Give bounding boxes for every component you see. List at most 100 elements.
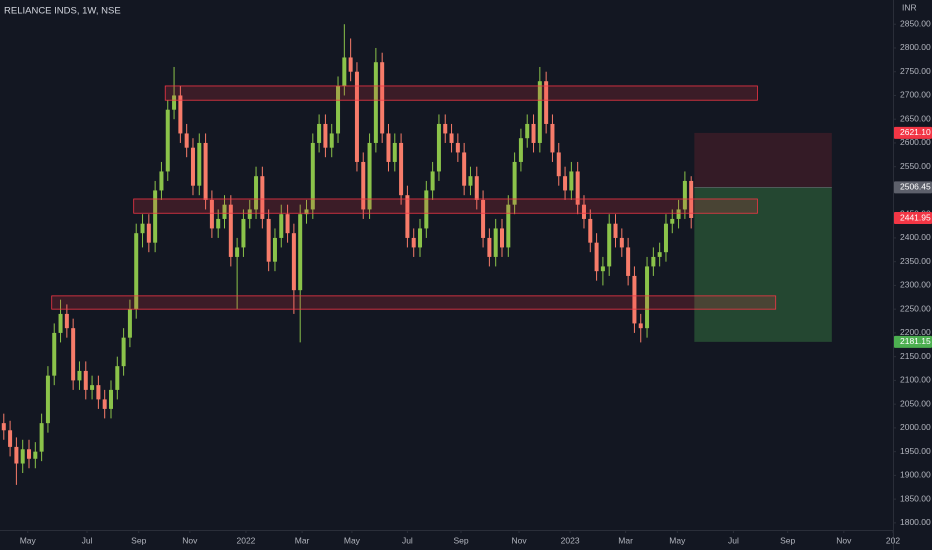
candle-body [563, 176, 568, 191]
candle-body [140, 223, 145, 234]
candle-body [90, 385, 95, 390]
x-tick-label: Mar [618, 535, 633, 545]
candle-body [556, 152, 561, 177]
candle-body [632, 275, 637, 324]
candle-body [285, 214, 290, 234]
candle-body [159, 171, 164, 191]
x-tick-label: 2022 [236, 535, 255, 545]
y-tick-label: 2350.00 [900, 256, 931, 266]
candle-body [71, 328, 76, 381]
candle-body [323, 123, 328, 148]
candle-body [481, 199, 486, 238]
candle-body [102, 399, 107, 409]
candle-body [266, 218, 271, 262]
candle-body [348, 57, 353, 72]
candle-body [39, 423, 44, 452]
candle-body [14, 446, 19, 464]
candle-body [663, 223, 668, 253]
candle-body [405, 195, 410, 238]
candle-body [657, 252, 662, 257]
stop-label: 2621.10 [900, 127, 931, 137]
candle-body [613, 223, 618, 238]
resistance-zone [51, 295, 777, 310]
y-tick-label: 2400.00 [900, 232, 931, 242]
candle-body [399, 142, 404, 196]
candle-body [52, 332, 57, 376]
candle-body [254, 176, 259, 210]
candle-body [336, 85, 341, 134]
candle-body [58, 313, 63, 333]
candle-body [487, 237, 492, 257]
candle-body [83, 370, 88, 390]
candle-body [651, 256, 656, 267]
y-tick-label: 2800.00 [900, 42, 931, 52]
x-tick-label: Nov [836, 535, 852, 545]
candle-body [474, 176, 479, 200]
target-label: 2181.15 [900, 336, 931, 346]
candle-body [569, 171, 574, 191]
y-tick-label: 2850.00 [900, 18, 931, 28]
y-tick-label: 1850.00 [900, 493, 931, 503]
candle-body [462, 152, 467, 186]
candle-body [235, 247, 240, 257]
candle-body [153, 190, 158, 243]
y-tick-label: 2000.00 [900, 422, 931, 432]
y-tick-label: 1800.00 [900, 517, 931, 527]
candle-body [216, 218, 221, 229]
candle-body [298, 214, 303, 291]
candle-body [134, 233, 139, 310]
candle-body [594, 242, 599, 272]
candle-body [260, 176, 265, 219]
candle-body [443, 123, 448, 134]
x-tick-label: Jul [82, 535, 93, 545]
last-price-label: 2441.95 [900, 212, 931, 222]
x-tick-label: Sep [131, 535, 146, 545]
candle-body [127, 309, 132, 338]
candle-body [449, 133, 454, 143]
candle-body [531, 123, 536, 143]
candle-body [468, 176, 473, 186]
x-tick-label: Mar [295, 535, 310, 545]
candle-body [645, 266, 650, 329]
candle-body [203, 142, 208, 200]
candle-body [1, 423, 6, 431]
candle-body [241, 218, 246, 248]
candle-body [499, 228, 504, 248]
candle-body [436, 123, 441, 172]
candle-body [178, 95, 183, 134]
y-tick-label: 2300.00 [900, 280, 931, 290]
candle-body [247, 209, 252, 219]
candle-body [411, 237, 416, 248]
candle-body [64, 313, 69, 329]
y-tick-label: 2650.00 [900, 113, 931, 123]
candle-body [222, 204, 227, 219]
candle-body [367, 142, 372, 210]
candle-body [291, 233, 296, 291]
x-tick-label: Jul [402, 535, 413, 545]
candle-body [626, 247, 631, 276]
candle-body [121, 337, 126, 367]
chart-title: RELIANCE INDS, 1W, NSE [4, 6, 121, 17]
y-tick-label: 2200.00 [900, 327, 931, 337]
candle-body [27, 449, 32, 459]
candle-body [638, 323, 643, 329]
candle-body [96, 385, 101, 400]
y-tick-label: 1900.00 [900, 470, 931, 480]
x-tick-label: May [20, 535, 37, 545]
y-tick-label: 2750.00 [900, 66, 931, 76]
candle-body [392, 142, 397, 162]
candle-body [20, 449, 25, 464]
stop-zone [694, 132, 832, 188]
candle-body [329, 133, 334, 148]
candle-body [544, 81, 549, 124]
candle-body [272, 237, 277, 262]
entry-label: 2506.45 [900, 182, 931, 192]
candle-body [424, 190, 429, 229]
candle-body [689, 180, 694, 219]
candle-body [33, 451, 38, 459]
resistance-zone [164, 85, 758, 101]
candle-body [77, 370, 82, 381]
candle-body [588, 218, 593, 243]
currency-label: INR [902, 2, 917, 12]
